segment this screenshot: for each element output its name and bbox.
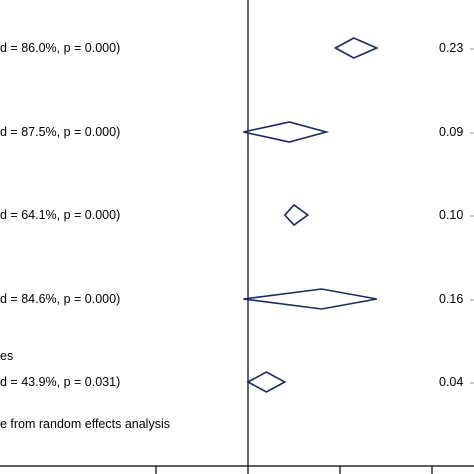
estimate-value-0: 0.23 — [439, 41, 463, 55]
pooled-diamond-3 — [243, 288, 377, 310]
pooled-diamond-4 — [246, 371, 287, 393]
row-label-3: d = 84.6%, p = 0.000) — [0, 292, 120, 306]
x-axis-ticks — [155, 466, 433, 474]
section-label-fragment: es — [0, 349, 13, 363]
pooled-diamond-0 — [333, 37, 379, 59]
row-label-4: d = 43.9%, p = 0.031) — [0, 375, 120, 389]
pooled-rows: d = 86.0%, p = 0.000) 0.23 d = 87.5%, p = … — [0, 37, 474, 393]
estimate-value-2: 0.10 — [439, 208, 463, 222]
estimate-value-1: 0.09 — [439, 125, 463, 139]
row-label-2: d = 64.1%, p = 0.000) — [0, 208, 120, 222]
estimate-value-4: 0.04 — [439, 375, 463, 389]
pooled-diamond-2 — [283, 203, 310, 227]
pooled-diamond-1 — [243, 121, 330, 143]
estimate-value-3: 0.16 — [439, 292, 463, 306]
footnote-text: e from random effects analysis — [0, 417, 170, 431]
row-label-1: d = 87.5%, p = 0.000) — [0, 125, 120, 139]
row-label-0: d = 86.0%, p = 0.000) — [0, 41, 120, 55]
